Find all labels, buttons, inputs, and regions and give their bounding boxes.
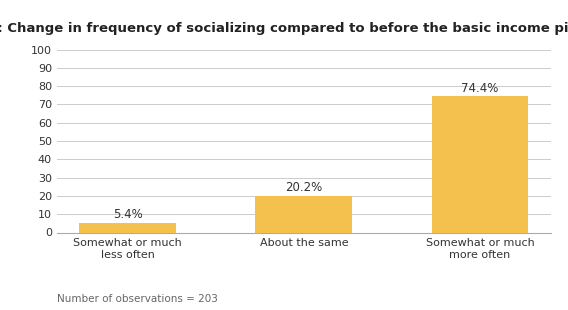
Text: 74.4%: 74.4% xyxy=(461,82,499,95)
Bar xyxy=(256,196,352,232)
Text: Number of observations = 203: Number of observations = 203 xyxy=(57,294,218,304)
Text: 20.2%: 20.2% xyxy=(285,181,323,194)
Text: 58: Change in frequency of socializing compared to before the basic income pilot: 58: Change in frequency of socializing c… xyxy=(0,22,568,35)
Bar xyxy=(432,96,528,232)
Bar xyxy=(80,223,176,232)
Text: 5.4%: 5.4% xyxy=(113,208,143,221)
